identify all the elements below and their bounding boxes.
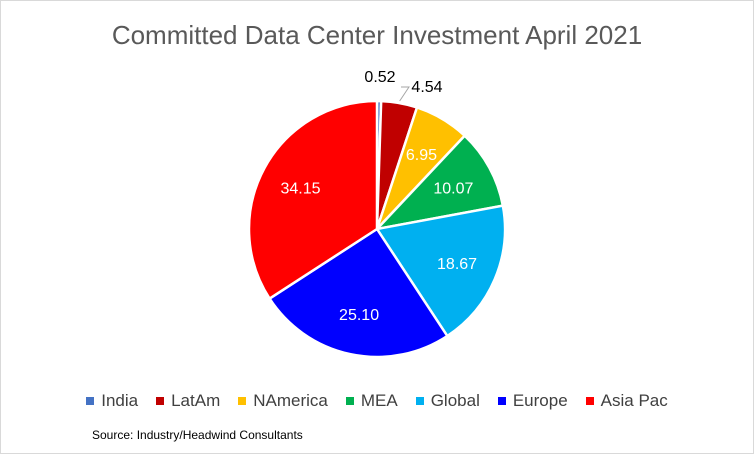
legend-item-namerica: NAmerica [238, 391, 328, 411]
legend-label-europe: Europe [512, 391, 568, 410]
data-label-europe: 25.10 [339, 307, 379, 324]
source-note: Source: Industry/Headwind Consultants [92, 428, 303, 442]
chart-title: Committed Data Center Investment April 2… [111, 20, 643, 50]
legend-label-india: India [101, 391, 139, 410]
legend-item-global: Global [415, 391, 480, 411]
legend-swatch-europe [497, 397, 506, 405]
pie-slice-europe [267, 227, 450, 359]
legend-item-asia-pac: Asia Pac [585, 391, 668, 411]
data-label-india: 0.52 [364, 69, 395, 86]
legend-item-mea: MEA [345, 391, 398, 411]
pie-slice-asia-pac [247, 99, 379, 301]
legend-label-latam: LatAm [171, 391, 221, 410]
data-label-global: 18.67 [437, 256, 477, 273]
legend-swatch-mea [345, 397, 354, 405]
legend-swatch-namerica [238, 397, 247, 405]
legend-label-global: Global [430, 391, 480, 410]
data-label-mea: 10.07 [433, 180, 473, 197]
legend-label-asia-pac: Asia Pac [600, 391, 668, 410]
data-label-asia-pac: 34.15 [281, 180, 321, 197]
legend-item-europe: Europe [497, 391, 568, 411]
pie-slice-global [374, 204, 507, 338]
pie-slice-mea [373, 133, 505, 231]
legend-swatch-latam [156, 397, 165, 405]
legend-item-latam: LatAm [156, 391, 220, 411]
legend-swatch-global [415, 397, 424, 405]
legend-item-india: India [86, 391, 138, 411]
chart-legend: India LatAm NAmerica MEA Global Europe Asia Pa… [0, 391, 754, 411]
legend-label-namerica: NAmerica [253, 391, 328, 410]
leader-line-latam [399, 86, 410, 102]
legend-swatch-asia-pac [585, 397, 594, 405]
legend-label-mea: MEA [360, 391, 398, 410]
legend-swatch-india [86, 397, 95, 405]
data-label-namerica: 6.95 [406, 147, 437, 164]
data-label-latam: 4.54 [411, 79, 442, 96]
